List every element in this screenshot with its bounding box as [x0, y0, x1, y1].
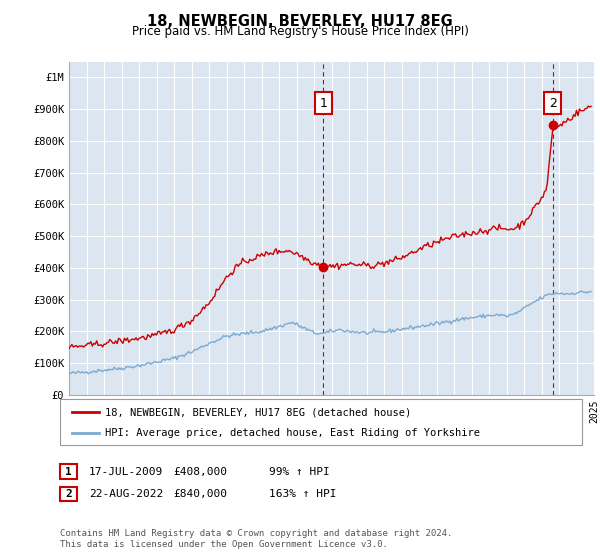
Text: 18, NEWBEGIN, BEVERLEY, HU17 8EG (detached house): 18, NEWBEGIN, BEVERLEY, HU17 8EG (detach…	[105, 407, 411, 417]
Text: Contains HM Land Registry data © Crown copyright and database right 2024.
This d: Contains HM Land Registry data © Crown c…	[60, 529, 452, 549]
Text: £840,000: £840,000	[173, 489, 227, 499]
Text: 18, NEWBEGIN, BEVERLEY, HU17 8EG: 18, NEWBEGIN, BEVERLEY, HU17 8EG	[147, 14, 453, 29]
Text: Price paid vs. HM Land Registry's House Price Index (HPI): Price paid vs. HM Land Registry's House …	[131, 25, 469, 38]
Text: 2: 2	[549, 97, 557, 110]
Text: HPI: Average price, detached house, East Riding of Yorkshire: HPI: Average price, detached house, East…	[105, 428, 480, 438]
Text: 1: 1	[65, 466, 72, 477]
Text: 17-JUL-2009: 17-JUL-2009	[89, 466, 163, 477]
Text: 22-AUG-2022: 22-AUG-2022	[89, 489, 163, 499]
Text: 99% ↑ HPI: 99% ↑ HPI	[269, 466, 329, 477]
Text: 1: 1	[320, 97, 328, 110]
Text: £408,000: £408,000	[173, 466, 227, 477]
Text: 163% ↑ HPI: 163% ↑ HPI	[269, 489, 337, 499]
Text: 2: 2	[65, 489, 72, 499]
